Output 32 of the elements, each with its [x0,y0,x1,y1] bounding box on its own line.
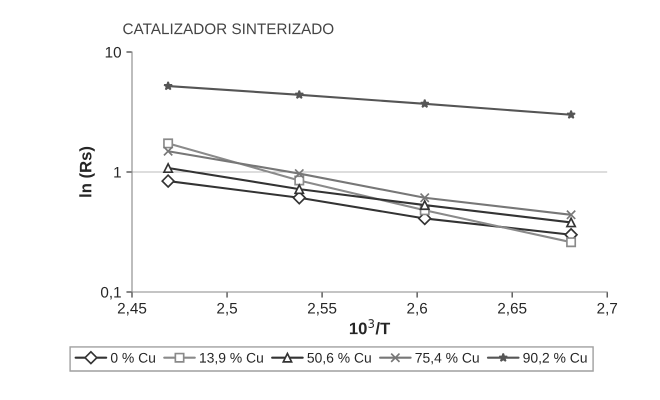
legend-label: 75,4 % Cu [415,352,479,364]
point [294,168,304,179]
y-tick-label: 1 [114,167,121,178]
point [566,237,576,248]
point [420,200,430,210]
point [566,217,576,228]
point [294,90,304,99]
y-axis-title: ln (Rs) [79,146,95,197]
legend-label: 13,9 % Cu [200,352,263,364]
chart-title: CATALIZADOR SINTERIZADO [123,23,334,34]
x-tick-label: 2,65 [498,302,526,316]
point [420,98,430,108]
x-tick-label: 2,45 [118,302,146,316]
point [294,184,304,194]
legend-label: 50,6 % Cu [307,352,371,364]
point [163,81,173,90]
y-tick-label: 10 [106,46,121,58]
x-tick-label: 2,6 [407,302,428,316]
legend-label: 0 % Cu [110,352,155,363]
point [566,110,576,119]
x-axis-title: 10$^{3}$/T [350,319,390,334]
point [163,138,174,148]
x-tick-label: 2,5 [217,302,238,316]
point [566,210,576,220]
point [420,192,430,203]
point [161,174,175,188]
legend-label: 90,2 % Cu [523,352,587,364]
point [163,162,174,173]
y-tick-label: 0,1 [100,286,121,300]
point [163,146,174,156]
x-tick-label: 2,55 [308,302,336,316]
x-tick-label: 2,7 [597,302,618,316]
